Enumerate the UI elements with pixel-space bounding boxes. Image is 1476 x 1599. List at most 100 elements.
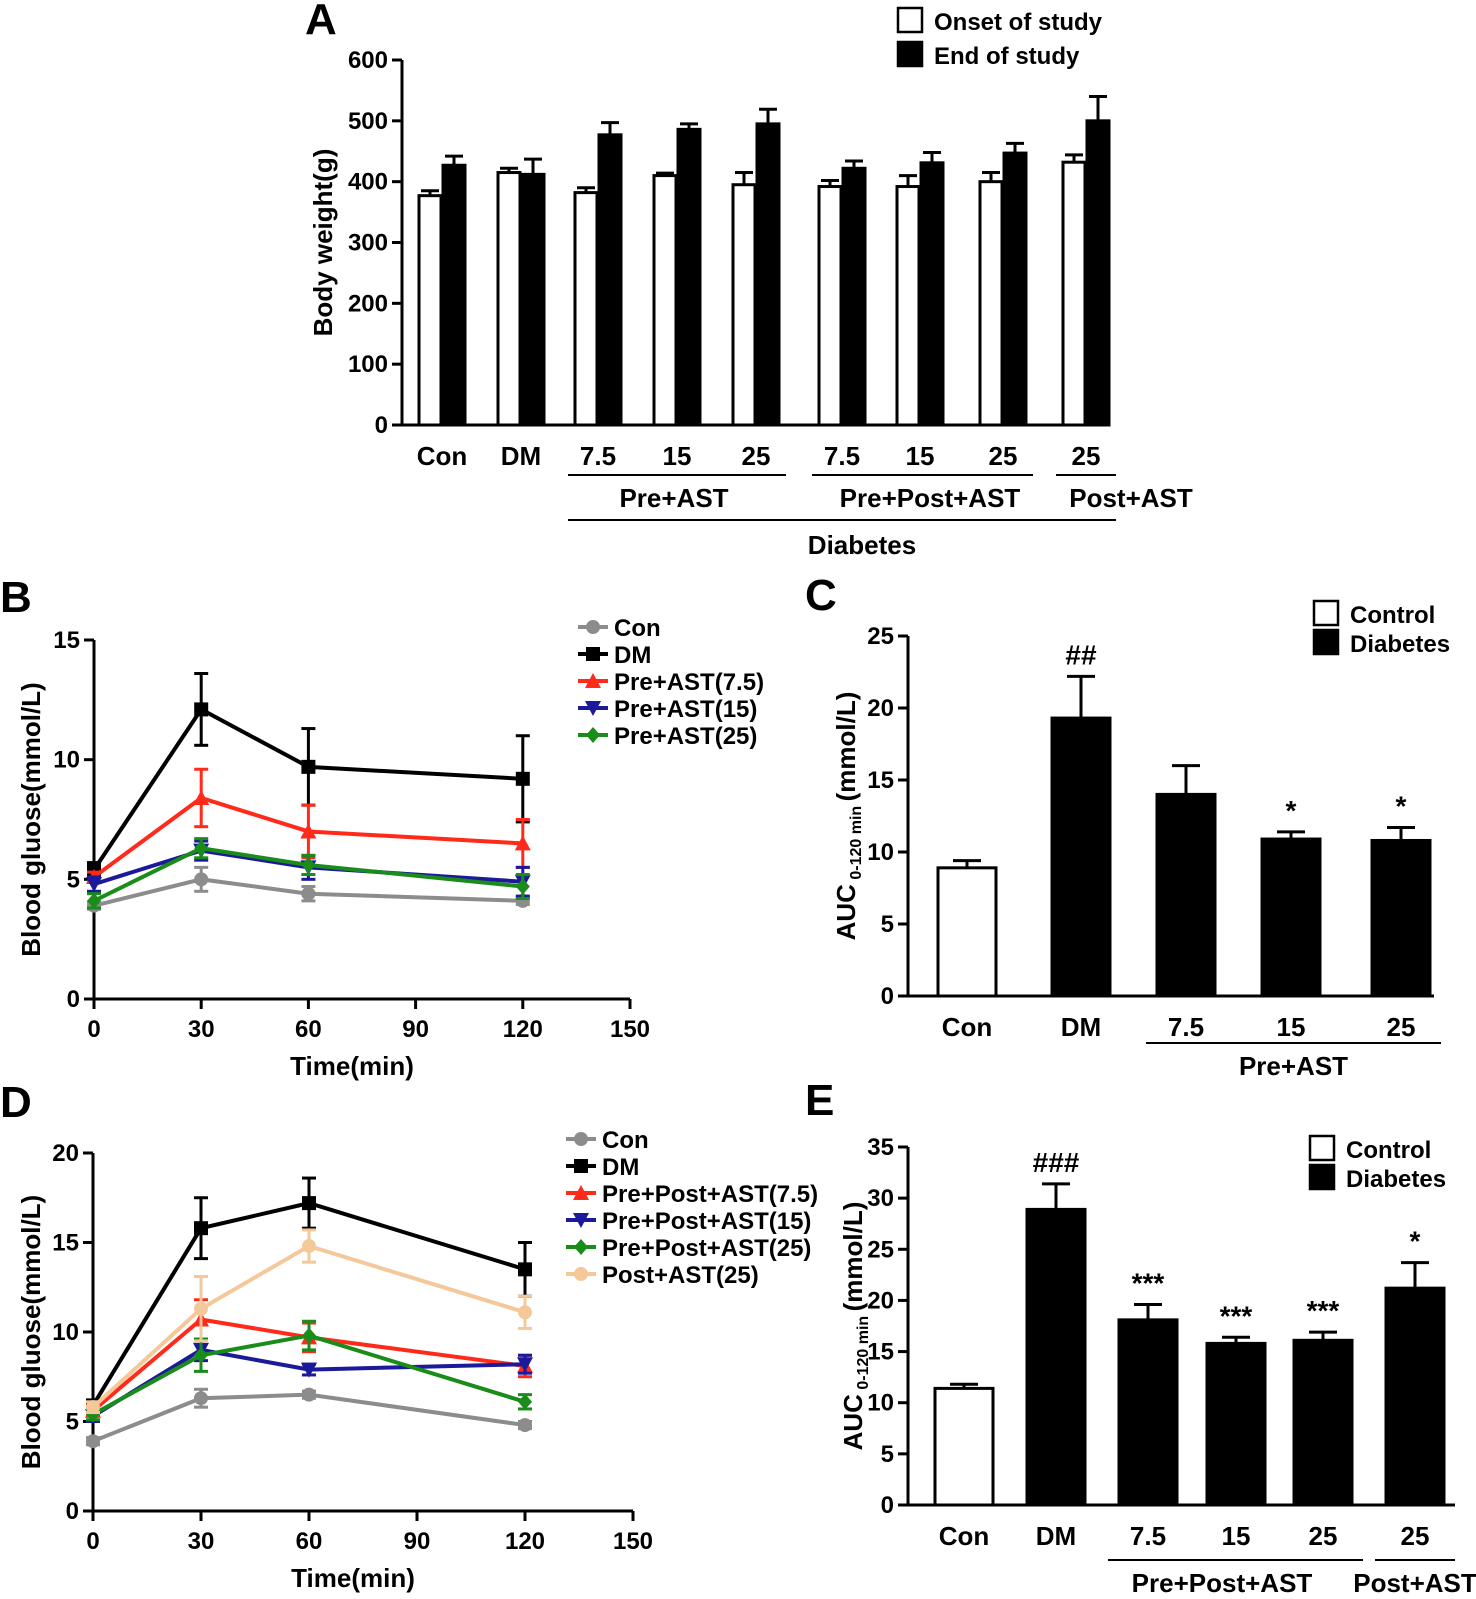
data-point xyxy=(302,1327,316,1344)
x-category-label: 25 xyxy=(1072,441,1101,471)
legend-label: Control xyxy=(1350,602,1435,629)
legend-swatch xyxy=(1312,628,1340,656)
bar-onset xyxy=(978,180,1004,427)
data-point xyxy=(194,1391,208,1406)
bar-end xyxy=(441,163,467,427)
series-con xyxy=(86,1387,532,1449)
x-category-label: 25 xyxy=(989,441,1018,471)
y-axis-title: AUC 0-120 min (mmol/L) xyxy=(838,1202,872,1451)
data-point xyxy=(86,877,102,893)
y-tick-label: 600 xyxy=(348,47,388,74)
legend-marker xyxy=(585,701,601,716)
x-tick-label: 30 xyxy=(188,1016,215,1043)
y-axis-title: AUC 0-120 min (mmol/L) xyxy=(831,692,865,941)
x-tick-label: 150 xyxy=(613,1528,653,1555)
legend-swatch xyxy=(1312,599,1340,627)
bar xyxy=(1205,1341,1267,1507)
x-category-label: 25 xyxy=(1309,1521,1338,1551)
data-point xyxy=(194,1301,208,1316)
data-point xyxy=(518,1418,532,1433)
y-tick-label: 15 xyxy=(867,767,894,794)
bar xyxy=(1260,837,1322,998)
x-category-label: Con xyxy=(939,1521,990,1551)
bar-end xyxy=(841,166,867,427)
y-tick-label: 300 xyxy=(348,230,388,257)
data-point xyxy=(194,872,209,887)
legend-marker xyxy=(585,673,601,688)
data-point xyxy=(194,1347,208,1364)
legend-label: Con xyxy=(614,615,661,642)
x-tick-label: 60 xyxy=(296,1528,323,1555)
panel-label-b: B xyxy=(0,573,32,622)
legend-swatch xyxy=(1308,1134,1336,1162)
legend-label: Con xyxy=(602,1127,649,1154)
y-tick-label: 0 xyxy=(375,412,388,439)
legend-marker xyxy=(586,647,600,661)
data-point xyxy=(517,1357,533,1373)
y-tick-label: 15 xyxy=(53,627,80,654)
group-label: Pre+AST xyxy=(1239,1051,1348,1081)
legend-marker xyxy=(586,620,600,634)
y-tick-label: 25 xyxy=(867,623,894,650)
significance-marker: ## xyxy=(1065,639,1097,670)
data-point xyxy=(518,1305,532,1320)
series-line xyxy=(92,795,523,879)
data-point xyxy=(515,771,530,786)
y-tick-label: 20 xyxy=(52,1140,79,1167)
bar xyxy=(933,1386,995,1507)
legend-label: Pre+Post+AST(15) xyxy=(602,1208,811,1235)
panel-label-a: A xyxy=(305,0,337,44)
legend-marker xyxy=(574,1239,588,1255)
data-point xyxy=(518,1262,532,1277)
group-label: Pre+Post+AST xyxy=(840,483,1021,513)
x-category-label: 15 xyxy=(663,441,692,471)
legend-label: Pre+AST(25) xyxy=(614,723,757,750)
significance-marker: *** xyxy=(1220,1300,1253,1331)
y-tick-label: 10 xyxy=(52,1319,79,1346)
legend-label: Diabetes xyxy=(1346,1166,1446,1193)
x-category-label: DM xyxy=(1061,1012,1101,1042)
y-tick-label: 5 xyxy=(67,866,80,893)
x-category-label: 25 xyxy=(1401,1521,1430,1551)
bar-end xyxy=(597,133,623,427)
data-point xyxy=(302,1239,316,1254)
y-axis-title-unit: (mmol/L) xyxy=(831,692,861,802)
data-point xyxy=(86,1434,100,1449)
bar-end xyxy=(919,161,945,427)
panel-label-e: E xyxy=(805,1076,834,1125)
data-point xyxy=(301,856,316,873)
y-axis-title-unit: (mmol/L) xyxy=(838,1202,868,1312)
significance-marker: *** xyxy=(1132,1268,1165,1299)
y-tick-label: 30 xyxy=(867,1185,894,1212)
data-point xyxy=(194,1221,208,1236)
panel-e-bar-chart: 0 5 10 15 20 25 30 35 AUC 0-120 min (mmol/L) Con #… xyxy=(838,1134,1476,1598)
bar xyxy=(1292,1338,1354,1507)
y-tick-label: 25 xyxy=(867,1236,894,1263)
y-tick-label: 0 xyxy=(66,1498,79,1525)
series-line xyxy=(93,846,523,903)
legend-label: Pre+AST(7.5) xyxy=(614,669,764,696)
legend-swatch xyxy=(1308,1163,1336,1191)
bar-end xyxy=(1002,151,1028,427)
legend-marker xyxy=(573,1185,589,1200)
bar-end xyxy=(755,122,781,427)
y-tick-label: 20 xyxy=(867,695,894,722)
bar-onset xyxy=(417,194,443,427)
data-point xyxy=(87,892,101,909)
bar xyxy=(1370,838,1432,998)
series-line xyxy=(92,706,523,871)
x-category-label: DM xyxy=(501,441,541,471)
legend-marker xyxy=(574,1132,588,1146)
legend-label: End of study xyxy=(934,43,1080,70)
y-axis-title: Body weight(g) xyxy=(308,149,338,337)
y-tick-label: 500 xyxy=(348,108,388,135)
y-tick-label: 15 xyxy=(867,1339,894,1366)
legend-swatch xyxy=(896,40,924,68)
bar xyxy=(936,866,998,998)
x-axis-title: Time(min) xyxy=(291,1563,415,1593)
y-tick-label: 35 xyxy=(867,1134,894,1161)
y-tick-label: 20 xyxy=(867,1287,894,1314)
data-point xyxy=(515,878,530,895)
legend-label: DM xyxy=(602,1154,639,1181)
bar xyxy=(1155,792,1217,998)
